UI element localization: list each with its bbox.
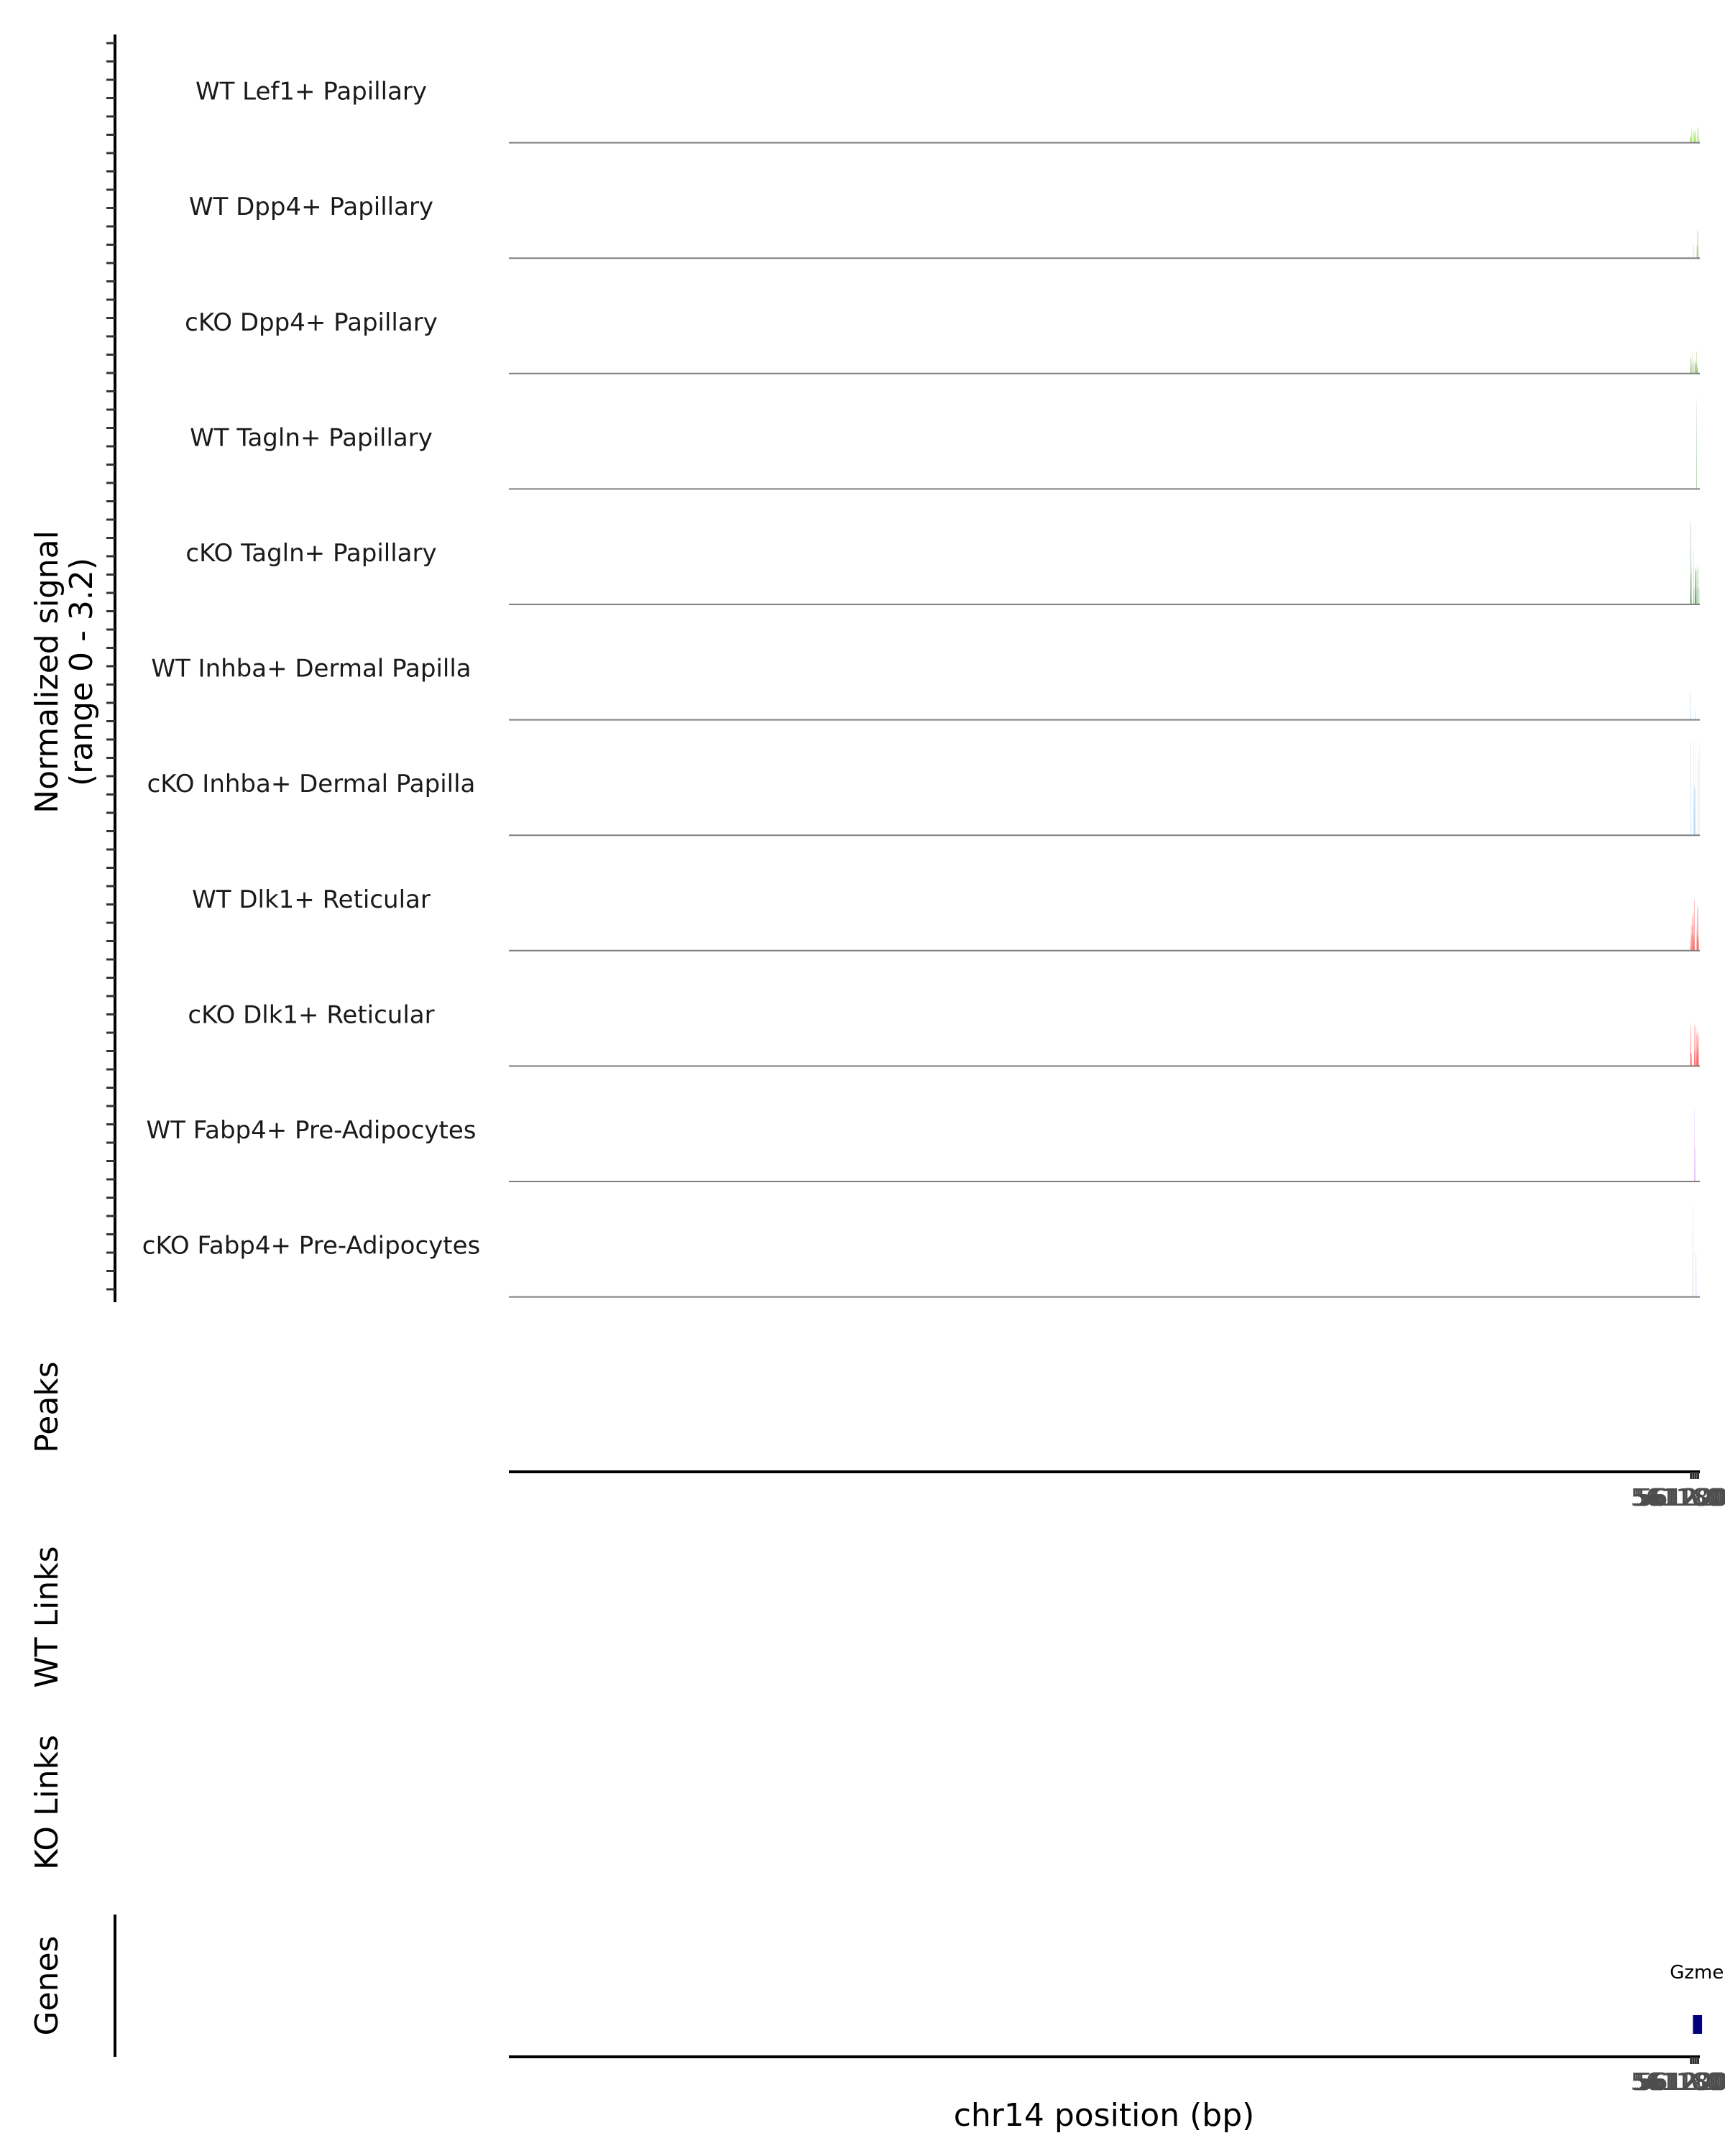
coverage-y-axis-title-line2: (range 0 - 3.2): [63, 558, 100, 786]
gene-exon: [1696, 2015, 1703, 2034]
coverage-track: cKO Dpp4+ Papillary: [185, 308, 1700, 374]
track-label: cKO Inhba+ Dermal Papilla: [147, 770, 476, 798]
coverage-track: cKO Dlk1+ Reticular: [188, 1000, 1700, 1067]
peaks-x-ticks: 56116000561180005612000056122000: [1631, 1472, 1725, 1511]
track-label: WT Tagln+ Papillary: [190, 423, 433, 452]
track-label: cKO Tagln+ Papillary: [185, 539, 436, 568]
signal-peak: [1693, 911, 1694, 951]
coverage-track: WT Dlk1+ Reticular: [192, 885, 1700, 952]
coverage-track: WT Tagln+ Papillary: [190, 395, 1700, 490]
coverage-track: WT Dpp4+ Papillary: [189, 193, 1700, 259]
signal-peak: [1690, 517, 1691, 604]
gene-name-label: Gzme: [1670, 1962, 1724, 1984]
signal-peak: [1695, 568, 1696, 604]
signal-peak: [1690, 1023, 1691, 1067]
x-tick-label: 56116000: [1631, 2068, 1725, 2096]
signal-peak: [1691, 127, 1692, 143]
genes-x-ticks: 56116000561180005612000056122000: [1631, 2057, 1725, 2096]
track-label: cKO Dlk1+ Reticular: [188, 1000, 434, 1029]
x-tick-label: 56120000: [1635, 2068, 1725, 2096]
coverage-tracks: WT Lef1+ Papillary WT Dpp4+ Papillary cKO …: [142, 78, 1700, 1298]
track-label: cKO Dpp4+ Papillary: [185, 308, 438, 337]
signal-peak: [1694, 897, 1695, 951]
x-tick-label: 56122000: [1638, 1483, 1725, 1511]
x-tick-label: 56118000: [1633, 2068, 1725, 2096]
track-label: WT Fabp4+ Pre-Adipocytes: [147, 1116, 477, 1145]
x-tick-label: 56118000: [1633, 1483, 1725, 1511]
x-axis-title: chr14 position (bp): [954, 2097, 1255, 2134]
track-label: WT Dpp4+ Papillary: [189, 193, 433, 221]
ko-links-track-title: KO Links: [29, 1735, 65, 1870]
x-tick-label: 56122000: [1638, 2068, 1725, 2096]
track-label: WT Dlk1+ Reticular: [192, 885, 431, 914]
signal-peak: [1692, 913, 1693, 951]
coverage-y-axis-title-line1: Normalized signal: [29, 530, 65, 814]
track-label: WT Lef1+ Papillary: [196, 78, 427, 106]
peaks-track-title: Peaks: [29, 1361, 65, 1452]
coverage-track: cKO Inhba+ Dermal Papilla: [147, 735, 1700, 837]
signal-peak: [1696, 127, 1698, 143]
x-tick-label: 56116000: [1631, 1483, 1725, 1511]
coverage-y-ticks: [106, 42, 115, 1291]
signal-peak: [1698, 126, 1699, 143]
track-label: WT Inhba+ Dermal Papilla: [151, 655, 471, 683]
signal-peak: [1694, 1023, 1695, 1067]
coverage-track: WT Fabp4+ Pre-Adipocytes: [147, 1105, 1700, 1182]
coverage-track: WT Lef1+ Papillary: [196, 78, 1700, 144]
signal-peak: [1690, 356, 1691, 374]
coverage-track: cKO Fabp4+ Pre-Adipocytes: [142, 1200, 1700, 1298]
coverage-track: WT Inhba+ Dermal Papilla: [151, 655, 1700, 721]
genes-track-title: Genes: [29, 1935, 65, 2035]
signal-peak: [1690, 574, 1691, 604]
signal-peak: [1695, 1023, 1696, 1067]
track-label: cKO Fabp4+ Pre-Adipocytes: [142, 1232, 481, 1261]
gene-track: Gzme: [1670, 1962, 1724, 2034]
x-tick-label: 56120000: [1635, 1483, 1725, 1511]
wt-links-track-title: WT Links: [29, 1546, 65, 1687]
coverage-track: cKO Tagln+ Papillary: [185, 517, 1700, 605]
